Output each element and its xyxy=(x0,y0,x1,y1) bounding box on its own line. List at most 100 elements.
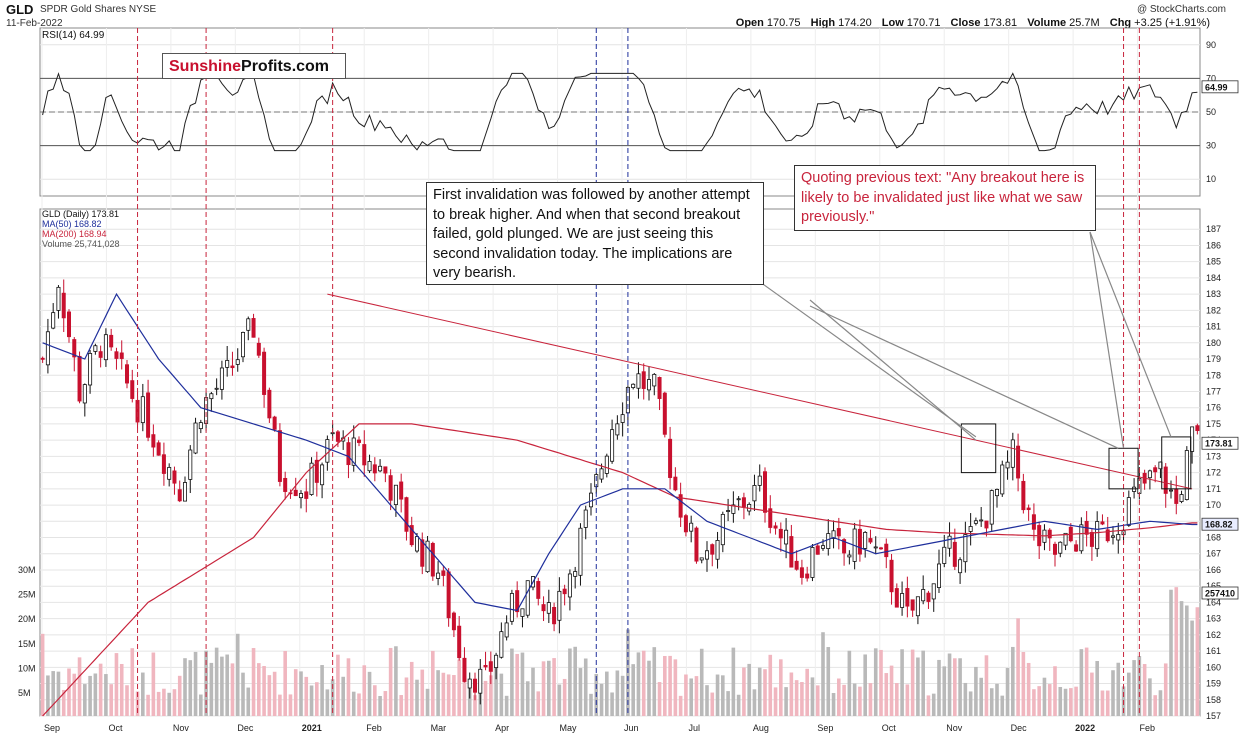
volume-bar xyxy=(341,676,345,716)
volume-bar xyxy=(431,650,435,716)
ma50-line xyxy=(42,292,1198,612)
candle-body xyxy=(325,439,330,463)
candle-body xyxy=(272,416,277,430)
volume-bar xyxy=(916,657,920,716)
volume-bar xyxy=(610,692,614,716)
callout-pointer xyxy=(759,281,977,438)
candle-body xyxy=(573,571,578,577)
price-tick-label: 164 xyxy=(1206,597,1221,607)
price-tick-label: 180 xyxy=(1206,338,1221,348)
volume-bar xyxy=(868,683,873,716)
volume-bar xyxy=(636,652,641,716)
candle-body xyxy=(731,504,736,514)
volume-bar xyxy=(151,652,156,716)
candle-body xyxy=(668,438,673,478)
volume-bar xyxy=(931,693,936,716)
candle-body xyxy=(135,399,140,423)
candle-body xyxy=(678,494,683,518)
candle-body xyxy=(710,544,715,555)
candle-body xyxy=(620,414,625,423)
candle-body xyxy=(926,592,931,602)
volume-bar xyxy=(647,660,651,716)
volume-bar xyxy=(1047,684,1052,716)
price-tick-label: 185 xyxy=(1206,257,1221,267)
highlight-box xyxy=(1161,436,1192,490)
candle-body xyxy=(647,379,652,391)
volume-bar xyxy=(694,676,699,716)
volume-bar xyxy=(51,671,55,716)
volume-bar xyxy=(125,685,129,716)
price-tick-label: 166 xyxy=(1206,565,1221,575)
candle-body xyxy=(578,527,583,576)
volume-bar xyxy=(895,683,899,716)
rsi-tick-label: 10 xyxy=(1206,174,1216,184)
volume-bar xyxy=(1105,690,1110,716)
candle-body xyxy=(541,604,546,612)
candle-body xyxy=(441,570,446,576)
volume-bar xyxy=(399,695,403,716)
volume-bar xyxy=(589,693,593,716)
price-tick-label: 186 xyxy=(1206,240,1221,250)
candle-body xyxy=(515,590,520,613)
candle-body xyxy=(1063,532,1068,546)
last-close-tag: 173.81 xyxy=(1205,439,1233,449)
ohlc-summary: Open 170.75 High 174.20 Low 170.71 Close 173… xyxy=(735,17,1210,29)
ticker-symbol: GLD xyxy=(6,2,34,17)
volume-bar xyxy=(462,676,467,716)
volume-bar xyxy=(568,648,572,716)
candle-body xyxy=(1163,466,1168,494)
candle-body xyxy=(219,367,224,390)
volume-bar xyxy=(1100,690,1105,716)
candle-body xyxy=(499,631,504,658)
candle-body xyxy=(351,437,356,466)
candle-body xyxy=(1111,535,1116,538)
volume-bar xyxy=(315,682,319,716)
volume-bar xyxy=(641,650,646,716)
candle-body xyxy=(414,536,419,552)
volume-bar xyxy=(446,674,451,716)
candle-body xyxy=(1053,543,1058,555)
candle-body xyxy=(657,377,662,399)
price-tick-label: 168 xyxy=(1206,533,1221,543)
volume-bar xyxy=(246,687,251,716)
volume-bar xyxy=(699,648,704,716)
volume-bar xyxy=(1158,690,1163,716)
volume-bar xyxy=(1190,620,1194,716)
volume-bar xyxy=(209,662,214,716)
candle-body xyxy=(989,490,994,525)
candle-body xyxy=(868,538,873,543)
candle-body xyxy=(462,657,467,682)
candle-body xyxy=(778,528,783,539)
volume-bar xyxy=(204,650,208,716)
volume-bar xyxy=(1032,689,1036,716)
volume-bar xyxy=(1069,688,1073,716)
candle-body xyxy=(847,554,852,558)
volume-bar xyxy=(98,663,103,716)
candle-body xyxy=(636,373,641,389)
annotation-invalidation: First invalidation was followed by anoth… xyxy=(426,182,764,285)
candle-body xyxy=(109,334,114,348)
volume-bar xyxy=(241,672,245,716)
candle-body xyxy=(430,542,435,577)
candle-body xyxy=(863,531,868,549)
price-tick-label: 187 xyxy=(1206,224,1221,234)
volume-bar xyxy=(230,663,235,716)
candle-body xyxy=(937,563,942,588)
candle-body xyxy=(557,590,562,621)
candle-body xyxy=(525,580,530,616)
candle-body xyxy=(182,482,187,502)
candle-body xyxy=(984,520,989,529)
candle-body xyxy=(963,534,968,563)
rsi-tick-label: 90 xyxy=(1206,40,1216,50)
volume-bar xyxy=(267,675,272,716)
candle-body xyxy=(683,515,688,533)
candle-body xyxy=(161,454,166,474)
volume-bar xyxy=(826,647,831,716)
candle-body xyxy=(958,559,963,574)
volume-bar xyxy=(1037,686,1041,716)
price-tick-label: 167 xyxy=(1206,549,1221,559)
candle-body xyxy=(172,470,177,484)
volume-bar xyxy=(1095,661,1099,716)
candle-body xyxy=(873,546,878,549)
price-tick-label: 184 xyxy=(1206,273,1221,283)
